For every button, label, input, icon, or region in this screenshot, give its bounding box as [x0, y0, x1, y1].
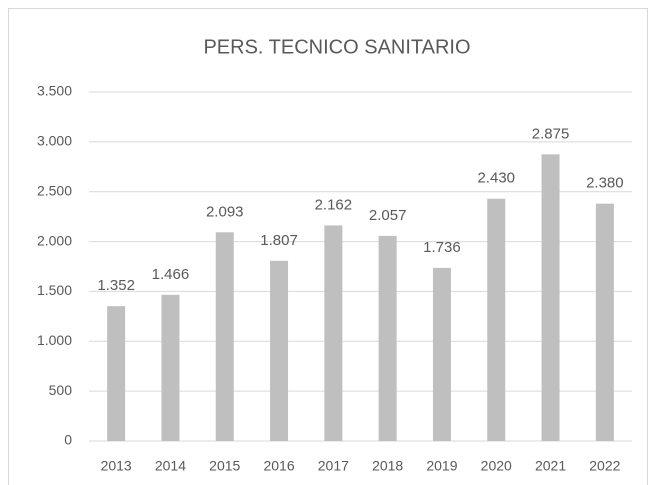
bar [215, 232, 234, 441]
y-tick-label: 1.500 [37, 282, 72, 298]
chart-title: PERS. TECNICO SANITARIO [203, 36, 470, 58]
y-tick-label: 3.000 [37, 133, 72, 149]
y-tick-label: 0 [64, 432, 72, 448]
value-label: 1.352 [97, 277, 135, 294]
value-label: 2.057 [369, 207, 407, 224]
y-tick-label: 500 [49, 382, 73, 398]
y-tick-label: 2.500 [37, 182, 72, 198]
bar [378, 235, 397, 441]
x-tick-label: 2014 [155, 458, 186, 474]
x-tick-label: 2020 [481, 458, 512, 474]
bar [324, 225, 343, 441]
bar [270, 260, 289, 441]
value-label: 1.807 [260, 232, 298, 249]
value-label: 2.093 [206, 203, 244, 220]
x-tick-label: 2013 [101, 458, 132, 474]
x-tick-label: 2017 [318, 458, 349, 474]
value-label: 2.380 [586, 175, 624, 192]
x-tick-label: 2021 [535, 458, 566, 474]
value-label: 2.430 [477, 170, 515, 187]
x-tick-label: 2022 [589, 458, 620, 474]
y-tick-label: 3.500 [37, 83, 72, 99]
x-tick-label: 2015 [209, 458, 240, 474]
value-label: 1.736 [423, 239, 461, 256]
x-tick-label: 2016 [263, 458, 294, 474]
bar [161, 294, 180, 441]
bar [541, 154, 560, 442]
x-tick-label: 2018 [372, 458, 403, 474]
value-label: 2.162 [315, 196, 353, 213]
x-tick-label: 2019 [426, 458, 457, 474]
bar [487, 198, 506, 441]
value-label: 2.875 [532, 125, 570, 142]
value-label: 1.466 [152, 266, 190, 283]
bar [107, 306, 126, 441]
y-tick-label: 2.000 [37, 232, 72, 248]
y-tick-label: 1.000 [37, 332, 72, 348]
bar [595, 203, 614, 441]
bar [432, 267, 451, 441]
